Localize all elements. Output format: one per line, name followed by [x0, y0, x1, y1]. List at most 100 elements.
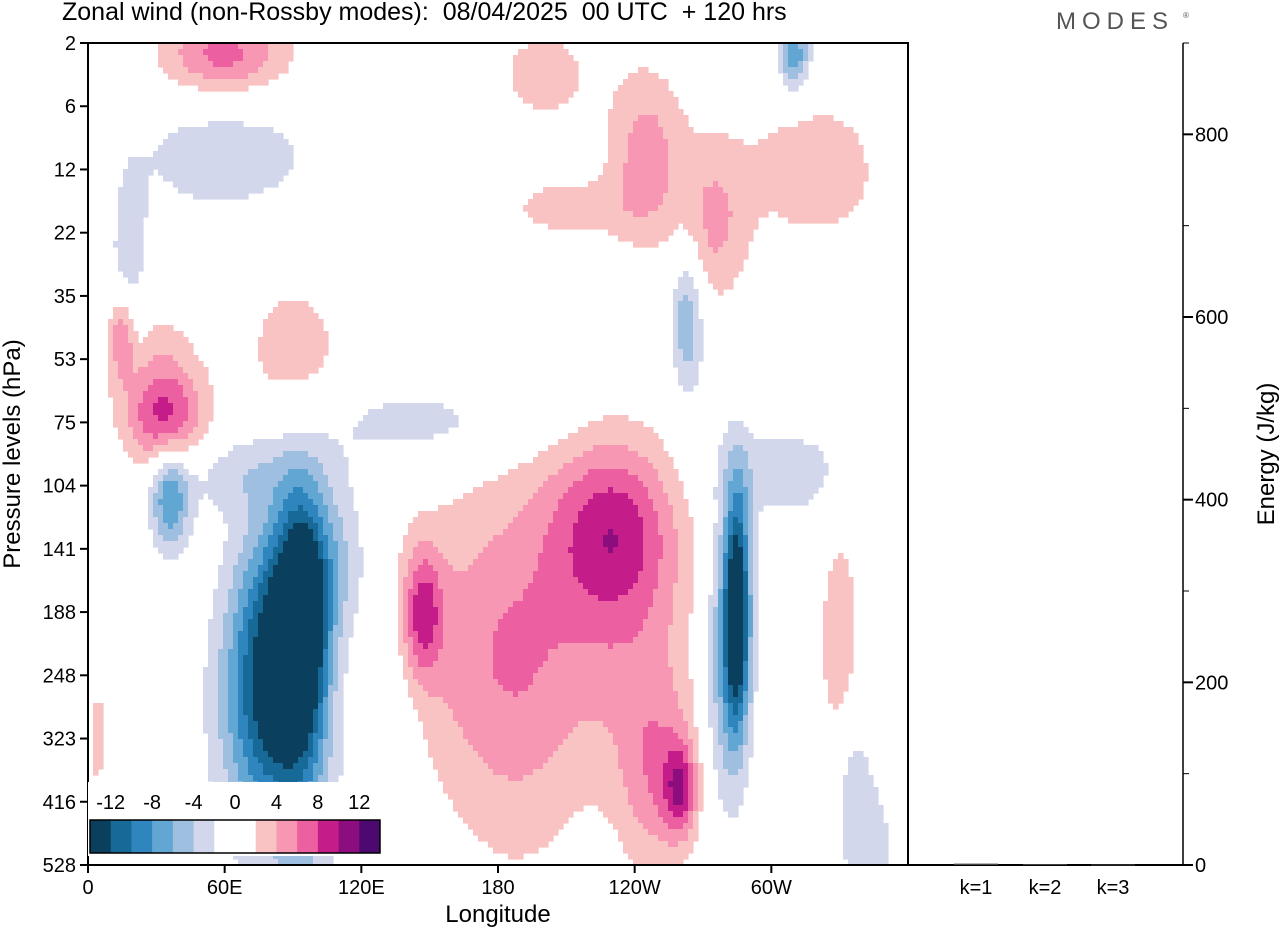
field-cell [658, 469, 664, 476]
field-cell [233, 445, 239, 452]
field-cell [253, 487, 259, 494]
field-cell [118, 241, 124, 248]
field-cell [498, 571, 504, 578]
field-cell [148, 523, 154, 530]
field-cell [728, 421, 734, 428]
field-cell [303, 511, 309, 518]
field-cell [623, 463, 629, 470]
field-cell [138, 259, 144, 266]
field-cell [203, 193, 209, 200]
field-cell [128, 367, 134, 374]
field-cell [708, 163, 714, 170]
field-cell [733, 223, 739, 230]
field-cell [568, 79, 574, 86]
field-cell [733, 205, 739, 212]
field-cell [193, 361, 199, 368]
field-cell [473, 523, 479, 530]
field-cell [198, 163, 204, 170]
field-cell [288, 439, 294, 446]
field-cell [648, 211, 654, 218]
field-cell [478, 535, 484, 542]
field-cell [468, 529, 474, 536]
field-cell [683, 541, 689, 548]
field-cell [748, 487, 754, 494]
field-cell [543, 451, 549, 458]
field-cell [233, 43, 239, 50]
field-cell [678, 367, 684, 374]
field-cell [763, 439, 769, 446]
field-cell [248, 163, 254, 170]
field-cell [603, 541, 609, 548]
field-cell [243, 181, 249, 188]
field-cell [178, 145, 184, 152]
field-cell [688, 313, 694, 320]
field-cell [548, 523, 554, 530]
field-cell [743, 187, 749, 194]
field-cell [238, 529, 244, 536]
field-cell [728, 493, 734, 500]
field-cell [303, 553, 309, 560]
field-cell [618, 505, 624, 512]
field-cell [173, 139, 179, 146]
field-cell [543, 505, 549, 512]
field-cell [213, 463, 219, 470]
field-cell [643, 103, 649, 110]
field-cell [198, 85, 204, 92]
field-cell [763, 457, 769, 464]
field-cell [773, 451, 779, 458]
field-cell [208, 67, 214, 74]
field-cell [688, 169, 694, 176]
field-cell [418, 403, 424, 410]
field-cell [593, 199, 599, 206]
field-cell [298, 547, 304, 554]
field-cell [698, 151, 704, 158]
field-cell [513, 577, 519, 584]
field-cell [133, 223, 139, 230]
field-cell [293, 457, 299, 464]
field-cell [288, 433, 294, 440]
field-cell [373, 427, 379, 434]
field-cell [148, 169, 154, 176]
field-cell [783, 145, 789, 152]
field-cell [193, 49, 199, 56]
field-cell [313, 319, 319, 326]
field-cell [483, 583, 489, 590]
field-cell [118, 409, 124, 416]
field-cell [748, 193, 754, 200]
field-cell [123, 169, 129, 176]
field-cell [163, 151, 169, 158]
field-cell [328, 583, 334, 590]
field-cell [613, 439, 619, 446]
field-cell [333, 469, 339, 476]
field-cell [793, 79, 799, 86]
field-cell [168, 397, 174, 404]
field-cell [538, 43, 544, 50]
field-cell [798, 451, 804, 458]
field-cell [643, 529, 649, 536]
field-cell [553, 223, 559, 230]
field-cell [688, 139, 694, 146]
field-cell [228, 463, 234, 470]
field-cell [308, 517, 314, 524]
field-cell [693, 187, 699, 194]
field-cell [138, 247, 144, 254]
field-cell [168, 541, 174, 548]
field-cell [263, 577, 269, 584]
field-cell [533, 97, 539, 104]
field-cell [168, 43, 174, 50]
field-cell [178, 517, 184, 524]
field-cell [553, 493, 559, 500]
field-cell [738, 487, 744, 494]
field-cell [673, 313, 679, 320]
field-cell [653, 199, 659, 206]
field-cell [313, 505, 319, 512]
field-cell [663, 517, 669, 524]
field-cell [608, 199, 614, 206]
field-cell [723, 433, 729, 440]
field-cell [233, 85, 239, 92]
field-cell [618, 235, 624, 242]
field-cell [248, 553, 254, 560]
field-cell [538, 55, 544, 62]
field-cell [148, 355, 154, 362]
field-cell [518, 577, 524, 584]
